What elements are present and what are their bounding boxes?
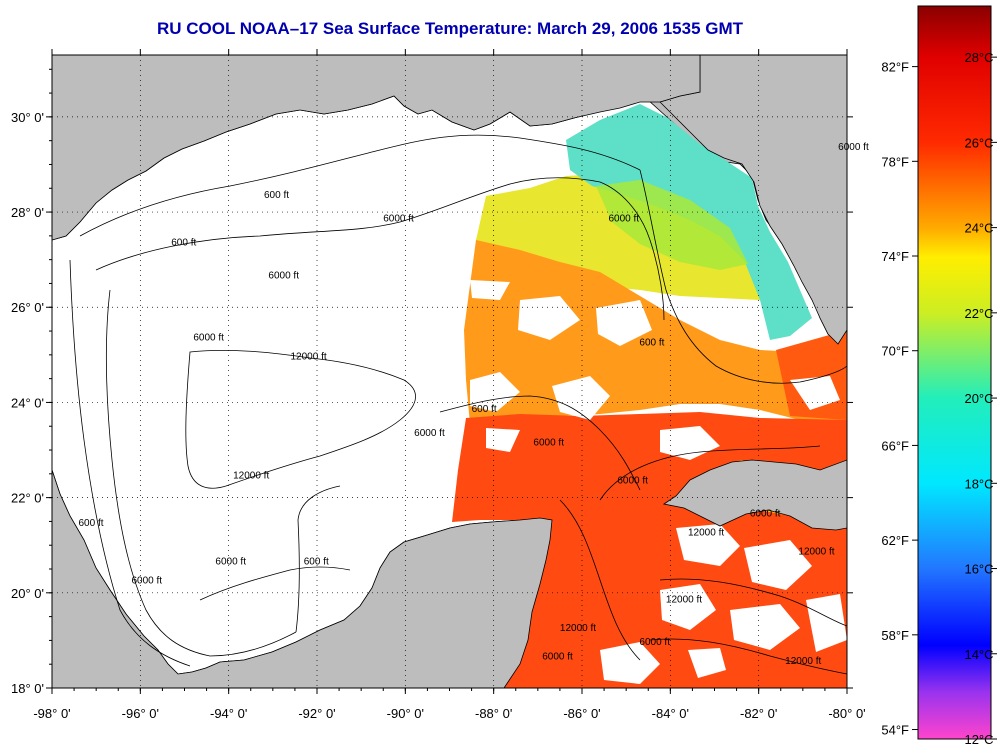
lon-label: -94° 0' xyxy=(210,706,247,721)
lon-label: -82° 0' xyxy=(740,706,777,721)
lat-label: 26° 0' xyxy=(11,300,44,315)
isobath-label: 12000 ft xyxy=(666,594,702,605)
latitude-labels: 30° 0' 28° 0' 26° 0' 24° 0' 22° 0' 20° 0' 18° … xyxy=(11,110,44,696)
isobath-label: 6000 ft xyxy=(617,475,648,486)
isobath-6000ft-west xyxy=(105,289,297,657)
isobath-label: 600 ft xyxy=(79,518,104,529)
axis-ticks xyxy=(46,49,853,694)
lat-label: 22° 0' xyxy=(11,491,44,506)
lon-label: -98° 0' xyxy=(33,706,70,721)
isobath-caribbean-3 xyxy=(659,578,847,627)
sst-orange-region xyxy=(464,240,847,424)
isobath-label: 6000 ft xyxy=(414,428,445,439)
isobath-label: 6000 ft xyxy=(838,142,869,153)
cloud-patches xyxy=(470,280,847,684)
isobath-label: 6000 ft xyxy=(383,214,414,225)
isobath-caribbean-4 xyxy=(649,638,847,675)
lat-label: 18° 0' xyxy=(11,681,44,696)
isobath-label: 12000 ft xyxy=(688,528,724,539)
colorbar-label-c: 20°C xyxy=(964,391,993,406)
lat-label: 28° 0' xyxy=(11,205,44,220)
colorbar-label-c: 24°C xyxy=(964,221,993,236)
isobath-label: 12000 ft xyxy=(560,623,596,634)
isobath-label: 600 ft xyxy=(304,556,329,567)
colorbar-label-f: 58°F xyxy=(881,628,909,643)
lon-label: -90° 0' xyxy=(387,706,424,721)
isobath-florida-shelf xyxy=(639,169,847,384)
colorbar-label-c: 26°C xyxy=(964,135,993,150)
isobath-label: 12000 ft xyxy=(233,471,269,482)
lat-label: 20° 0' xyxy=(11,586,44,601)
colorbar-label-f: 78°F xyxy=(881,154,909,169)
isobath-label: 12000 ft xyxy=(291,352,327,363)
sst-cyan-region xyxy=(566,104,812,340)
colorbar-label-f: 74°F xyxy=(881,249,909,264)
us-gulf-coast-land xyxy=(52,55,701,241)
isobath-label: 6000 ft xyxy=(533,437,564,448)
lon-label: -86° 0' xyxy=(563,706,600,721)
isobath-label: 6000 ft xyxy=(750,509,781,520)
colorbar-bar xyxy=(917,5,992,740)
isobath-label: 600 ft xyxy=(264,190,289,201)
lon-label: -80° 0' xyxy=(828,706,865,721)
isobath-label: 600 ft xyxy=(472,404,497,415)
lon-label: -92° 0' xyxy=(298,706,335,721)
colorbar-label-f: 66°F xyxy=(881,438,909,453)
colorbar-label-c: 12°C xyxy=(964,732,993,747)
isobath-label: 6000 ft xyxy=(609,214,640,225)
isobath-label: 6000 ft xyxy=(639,637,670,648)
isobath-label: 6000 ft xyxy=(193,333,224,344)
isobath-yucatan-shelf xyxy=(439,395,641,491)
colorbar-label-c: 22°C xyxy=(964,306,993,321)
isobath-contours xyxy=(69,134,847,675)
lat-label: 24° 0' xyxy=(11,395,44,410)
isobath-labels: 600 ft 600 ft 6000 ft 6000 ft 6000 ft 12000 f… xyxy=(79,142,869,667)
cuba-land xyxy=(662,459,847,531)
colorbar: 28°C 26°C 24°C 22°C 20°C 18°C 16°C 14°C 12°C 82°… xyxy=(881,5,997,747)
colorbar-label-c: 28°C xyxy=(964,50,993,65)
isobath-600ft-west xyxy=(69,259,191,667)
isobath-caribbean-1 xyxy=(559,499,641,661)
lat-label: 30° 0' xyxy=(11,110,44,125)
isobath-bay-campeche xyxy=(199,566,351,601)
sst-green-patch xyxy=(596,180,748,270)
isobath-label: 6000 ft xyxy=(268,271,299,282)
isobath-600ft-north xyxy=(79,134,641,237)
colorbar-ticks xyxy=(912,56,997,740)
isobath-label: 6000 ft xyxy=(132,575,163,586)
lon-label: -88° 0' xyxy=(475,706,512,721)
isobath-mexico-shelf xyxy=(295,485,341,633)
colorbar-celsius-labels: 28°C 26°C 24°C 22°C 20°C 18°C 16°C 14°C 12°C xyxy=(964,50,993,747)
colorbar-label-c: 14°C xyxy=(964,647,993,662)
isobath-caribbean-2 xyxy=(599,445,821,501)
lat-lon-grid xyxy=(52,55,847,688)
plot-area xyxy=(52,55,847,688)
isobath-12000ft xyxy=(185,349,416,489)
colorbar-fahrenheit-labels: 82°F 78°F 74°F 70°F 66°F 62°F 58°F 54°F xyxy=(881,60,909,738)
isobath-label: 600 ft xyxy=(171,237,196,248)
isobath-label: 12000 ft xyxy=(785,656,821,667)
isobath-6000ft-north xyxy=(95,177,665,321)
colorbar-label-f: 62°F xyxy=(881,533,909,548)
isobath-label: 6000 ft xyxy=(215,556,246,567)
lon-label: -84° 0' xyxy=(652,706,689,721)
florida-land xyxy=(659,55,847,345)
lon-label: -96° 0' xyxy=(122,706,159,721)
isobath-label: 600 ft xyxy=(639,337,664,348)
mexico-land xyxy=(52,469,553,688)
longitude-labels: -98° 0' -96° 0' -94° 0' -92° 0' -90° 0' -88° … xyxy=(33,706,865,721)
colorbar-label-c: 16°C xyxy=(964,562,993,577)
colorbar-label-c: 18°C xyxy=(964,476,993,491)
colorbar-label-f: 70°F xyxy=(881,344,909,359)
isobath-label: 6000 ft xyxy=(542,651,573,662)
colorbar-label-f: 54°F xyxy=(881,723,909,738)
isobath-label: 12000 ft xyxy=(798,547,834,558)
map-title: RU COOL NOAA–17 Sea Surface Temperature:… xyxy=(156,19,744,38)
colorbar-label-f: 82°F xyxy=(881,60,909,75)
